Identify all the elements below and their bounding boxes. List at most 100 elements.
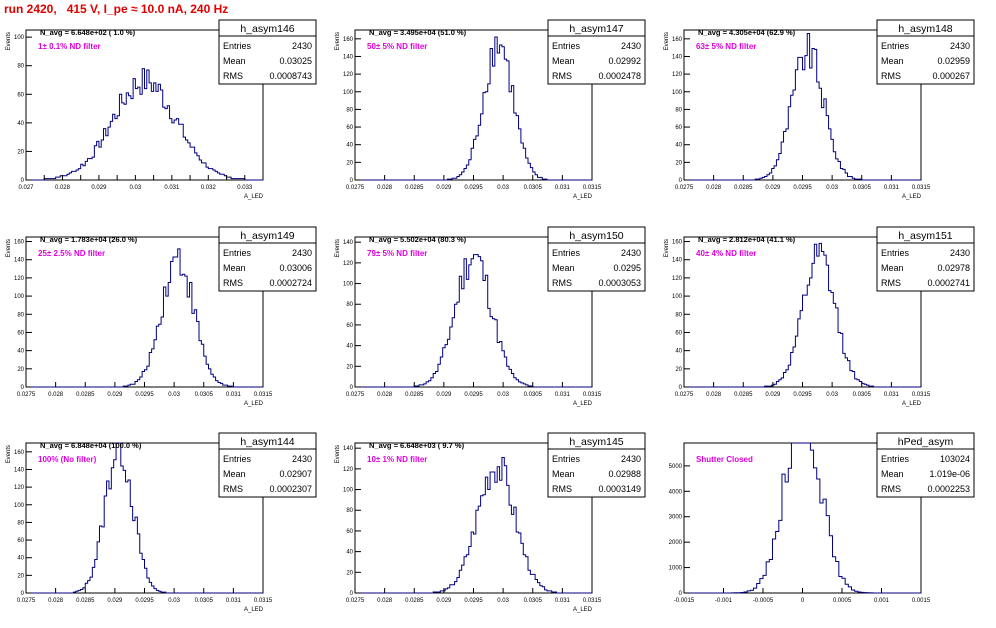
y-tick-label: 60 — [346, 529, 353, 535]
stats-rms-value: 0.0002478 — [598, 71, 641, 81]
x-tick-label: 0.033 — [237, 185, 253, 191]
stats-entries-value: 2430 — [621, 454, 641, 464]
y-axis-title: Events — [335, 445, 341, 463]
y-tick-label: 0 — [679, 385, 683, 391]
stats-box — [218, 19, 317, 85]
y-tick-label: 140 — [672, 258, 683, 264]
filter-annotation: 50± 5% ND filter — [367, 42, 427, 51]
stats-entries-label: Entries — [223, 248, 252, 258]
stats-box — [547, 19, 646, 85]
x-axis-title: A_LED — [902, 194, 922, 200]
filter-annotation: Shutter Closed — [696, 455, 753, 464]
histogram-h_asym151: 0.0275 0.028 0.0285 0.029 0.0295 0.03 0.0305 0.… — [664, 226, 975, 407]
y-tick-label: 20 — [17, 573, 24, 579]
stats-title: h_asym151 — [898, 230, 952, 242]
stats-rms-value: 0.0002307 — [269, 484, 312, 494]
stats-mean-value: 0.03025 — [279, 56, 312, 66]
navg-label: N_avg = 3.495e+04 (51.0 %) — [369, 28, 467, 37]
stats-mean-label: Mean — [552, 469, 575, 479]
stats-rms-value: 0.0008743 — [269, 71, 312, 81]
y-tick-label: 40 — [346, 550, 353, 556]
x-tick-label: 0.0305 — [195, 392, 214, 398]
x-tick-label: 0.0285 — [734, 185, 753, 191]
x-tick-label: 0.0275 — [346, 392, 365, 398]
y-tick-label: 120 — [14, 485, 25, 491]
x-tick-label: 0.0295 — [464, 392, 483, 398]
histogram-h_asym147: 0.0275 0.028 0.0285 0.029 0.0295 0.03 0.0305 0.… — [335, 19, 646, 200]
y-tick-label: 100 — [672, 294, 683, 300]
x-tick-label: 0.0315 — [254, 598, 273, 604]
x-tick-label: 0.0305 — [195, 598, 214, 604]
x-tick-label: 0.0285 — [76, 392, 95, 398]
x-tick-label: 0.029 — [107, 392, 123, 398]
y-tick-label: 20 — [675, 367, 682, 373]
x-tick-label: 0.0305 — [524, 598, 543, 604]
x-tick-label: 0.03 — [497, 598, 509, 604]
page-title: run 2420, 415 V, I_pe ≈ 10.0 nA, 240 Hz — [4, 2, 229, 16]
stats-mean-label: Mean — [223, 469, 246, 479]
histogram-h_asym150: 0.0275 0.028 0.0285 0.029 0.0295 0.03 0.0305 0.… — [335, 226, 646, 407]
x-tick-label: 0.0275 — [17, 392, 36, 398]
histogram-line — [684, 442, 921, 594]
stats-box — [876, 226, 975, 292]
x-tick-label: 0.0315 — [912, 185, 931, 191]
stats-entries-value: 2430 — [621, 41, 641, 51]
y-tick-label: 60 — [346, 323, 353, 329]
navg-label: N_avg = 6.648e+03 ( 9.7 %) — [369, 441, 465, 450]
stats-mean-label: Mean — [223, 56, 246, 66]
y-tick-label: 80 — [346, 302, 353, 308]
y-tick-label: 2000 — [669, 540, 683, 546]
y-tick-label: 100 — [14, 35, 25, 41]
x-tick-label: 0.027 — [18, 185, 34, 191]
y-tick-label: 60 — [17, 92, 24, 98]
histogram-h_asym144: 0.0275 0.028 0.0285 0.029 0.0295 0.03 0.0305 0.… — [6, 432, 317, 613]
stats-mean-value: 0.03006 — [279, 263, 312, 273]
y-tick-label: 100 — [672, 90, 683, 96]
x-tick-label: 0.029 — [436, 598, 452, 604]
y-tick-label: 120 — [343, 467, 354, 473]
stats-title: h_asym146 — [240, 23, 294, 35]
stats-rms-label: RMS — [223, 484, 243, 494]
x-tick-label: 0.0315 — [254, 392, 273, 398]
y-tick-label: 0 — [21, 385, 25, 391]
stats-entries-label: Entries — [552, 248, 581, 258]
y-tick-label: 80 — [346, 508, 353, 514]
stats-title: h_asym144 — [240, 436, 294, 448]
stats-entries-value: 2430 — [950, 41, 970, 51]
x-tick-label: 0.03 — [497, 392, 509, 398]
filter-annotation: 25± 2.5% ND filter — [38, 249, 105, 258]
x-tick-label: 0.0315 — [912, 392, 931, 398]
y-tick-label: 160 — [343, 37, 354, 43]
histogram-line — [684, 242, 921, 388]
y-tick-label: 40 — [17, 556, 24, 562]
stats-rms-label: RMS — [881, 484, 901, 494]
y-tick-label: 20 — [675, 160, 682, 166]
y-tick-label: 120 — [343, 261, 354, 267]
histogram-h_asym145: 0.0275 0.028 0.0285 0.029 0.0295 0.03 0.0305 0.… — [335, 432, 646, 613]
stats-box — [218, 432, 317, 498]
x-axis-title: A_LED — [244, 607, 264, 613]
y-tick-label: 80 — [17, 520, 24, 526]
stats-mean-value: 0.02978 — [937, 263, 970, 273]
histogram-line — [355, 254, 592, 388]
y-tick-label: 60 — [17, 538, 24, 544]
y-tick-label: 60 — [675, 330, 682, 336]
stats-box — [876, 432, 975, 498]
stats-entries-value: 2430 — [292, 248, 312, 258]
histogram-line — [684, 33, 921, 181]
y-tick-label: 0 — [679, 178, 683, 184]
y-tick-label: 20 — [17, 149, 24, 155]
y-tick-label: 160 — [672, 240, 683, 246]
x-tick-label: 0.031 — [555, 598, 571, 604]
x-tick-label: 0.031 — [226, 392, 242, 398]
histogram-pad-hPed_asym: -0.0015 -0.001 -0.0005 0 0.0005 0.001 0.0015 0 1… — [658, 431, 978, 628]
stats-mean-label: Mean — [552, 56, 575, 66]
x-tick-label: 0.0275 — [17, 598, 36, 604]
stats-box — [876, 19, 975, 85]
navg-label: N_avg = 4.305e+04 (62.9 %) — [698, 28, 796, 37]
y-tick-label: 120 — [672, 276, 683, 282]
y-tick-label: 140 — [343, 54, 354, 60]
x-tick-label: 0.0295 — [135, 598, 154, 604]
histogram-line — [355, 456, 592, 594]
navg-label: N_avg = 6.648e+02 ( 1.0 %) — [40, 28, 136, 37]
